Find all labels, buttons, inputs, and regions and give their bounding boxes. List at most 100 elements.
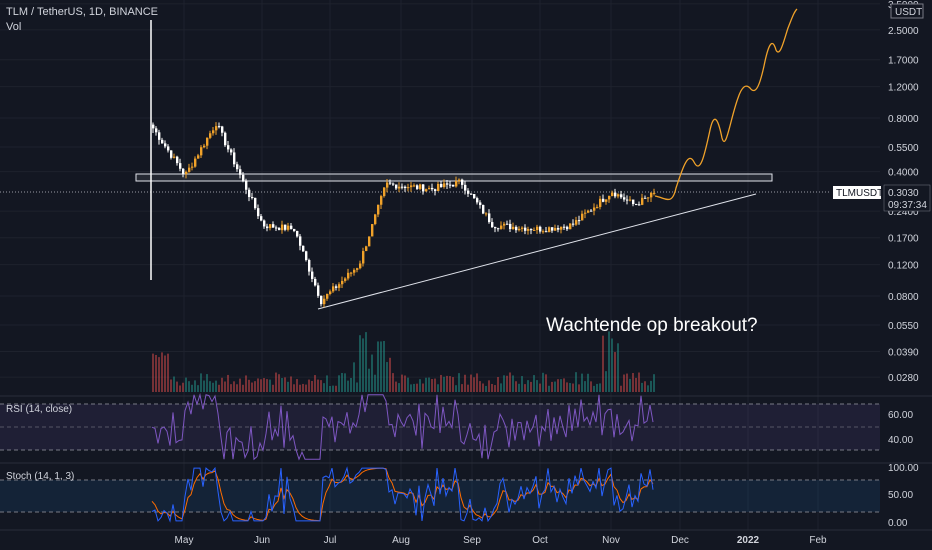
volume-bar [371,354,373,392]
price-tag-countdown: 09:37:34 [888,200,927,211]
volume-bar [191,384,193,392]
symbol-title: TLM / TetherUS, 1D, BINANCE [6,6,158,18]
candle-body [482,205,485,214]
candle-body [440,183,443,187]
candle-body [491,222,494,228]
candle-body [170,150,173,158]
volume-bar [464,374,466,392]
candle-body [386,182,389,188]
candle-body [476,198,479,203]
volume-bar [446,375,448,392]
volume-bar [389,357,391,392]
volume-bar [293,384,295,392]
candle-body [227,145,230,150]
candle-body [467,190,470,194]
volume-bar [203,380,205,392]
volume-bar [218,384,220,392]
volume-bar [338,375,340,392]
volume-bar [563,378,565,392]
candle-body [200,147,203,156]
candle-body [602,198,605,202]
volume-bar [458,373,460,392]
candle-body [416,185,419,189]
candle-body [458,179,461,182]
price-tick-13: 0.0280 [888,373,919,384]
candle-body [524,227,527,231]
volume-bar [380,341,382,392]
candle-body [281,224,284,231]
volume-bar [494,385,496,392]
volume-bar [263,378,265,392]
volume-bar [635,377,637,392]
candle-body [182,168,185,175]
candle-body [623,197,626,200]
candle-body [599,198,602,207]
volume-bar [209,381,211,392]
price-tick-6: 0.4000 [888,168,919,179]
volume-bar [296,379,298,392]
volume-bar [515,381,517,392]
volume-bar [539,383,541,392]
candle-body [311,271,314,279]
volume-bar [356,382,358,392]
price-tag-value: 0.3030 [888,188,919,199]
volume-bar [593,385,595,392]
volume-bar [509,372,511,392]
candle-body [374,214,377,225]
price-tick-4: 0.8000 [888,114,919,125]
candle-body [257,208,260,217]
volume-bar [245,375,247,392]
volume-bar [374,374,376,392]
candle-body [617,194,620,197]
volume-bar [383,341,385,392]
volume-bar [197,385,199,392]
candle-body [320,295,323,305]
candle-body [368,236,371,247]
volume-bar [653,374,655,392]
price-axis: 3.50002.50001.70001.20000.80000.55000.40… [888,0,919,384]
candle-body [485,213,488,215]
candle-body [344,278,347,281]
time-tick-7: Dec [671,535,689,546]
candle-body [164,143,167,147]
candle-body [179,163,182,169]
candle-body [515,226,518,231]
candle-body [269,224,272,229]
candle-body [560,226,563,230]
volume-bar [257,378,259,392]
candle-body [359,263,362,269]
candle-body [488,213,491,223]
volume-bar [353,362,355,392]
volume-bar [620,385,622,392]
candle-body [593,207,596,211]
candle-body [527,229,530,231]
volume-bar [629,378,631,392]
volume-bar [260,379,262,392]
volume-bar [578,384,580,392]
symbol-tag [833,186,881,199]
volume-bar [410,384,412,392]
volume-bar [395,381,397,392]
candle-body [317,285,320,296]
volume-bar [536,380,538,392]
candle-body [551,227,554,231]
candle-body [449,184,452,186]
volume-bar [251,382,253,392]
volume-bar [542,372,544,392]
currency-box [890,3,924,19]
candle-body [383,187,386,197]
candle-body [590,210,593,212]
volume-bar [200,373,202,392]
volume-bar [461,384,463,392]
volume-bar [605,371,607,392]
volume-bar [368,368,370,392]
price-tick-3: 1.2000 [888,83,919,94]
volume-bar [497,377,499,392]
volume-bar [599,383,601,392]
volume-bar [206,374,208,392]
grid [0,0,880,530]
volume-bar [473,377,475,392]
candle-body [290,225,293,229]
time-axis: May Jun Jul Aug Sep Oct Nov Dec 2022 Feb [175,535,828,546]
volume-bar [233,381,235,392]
